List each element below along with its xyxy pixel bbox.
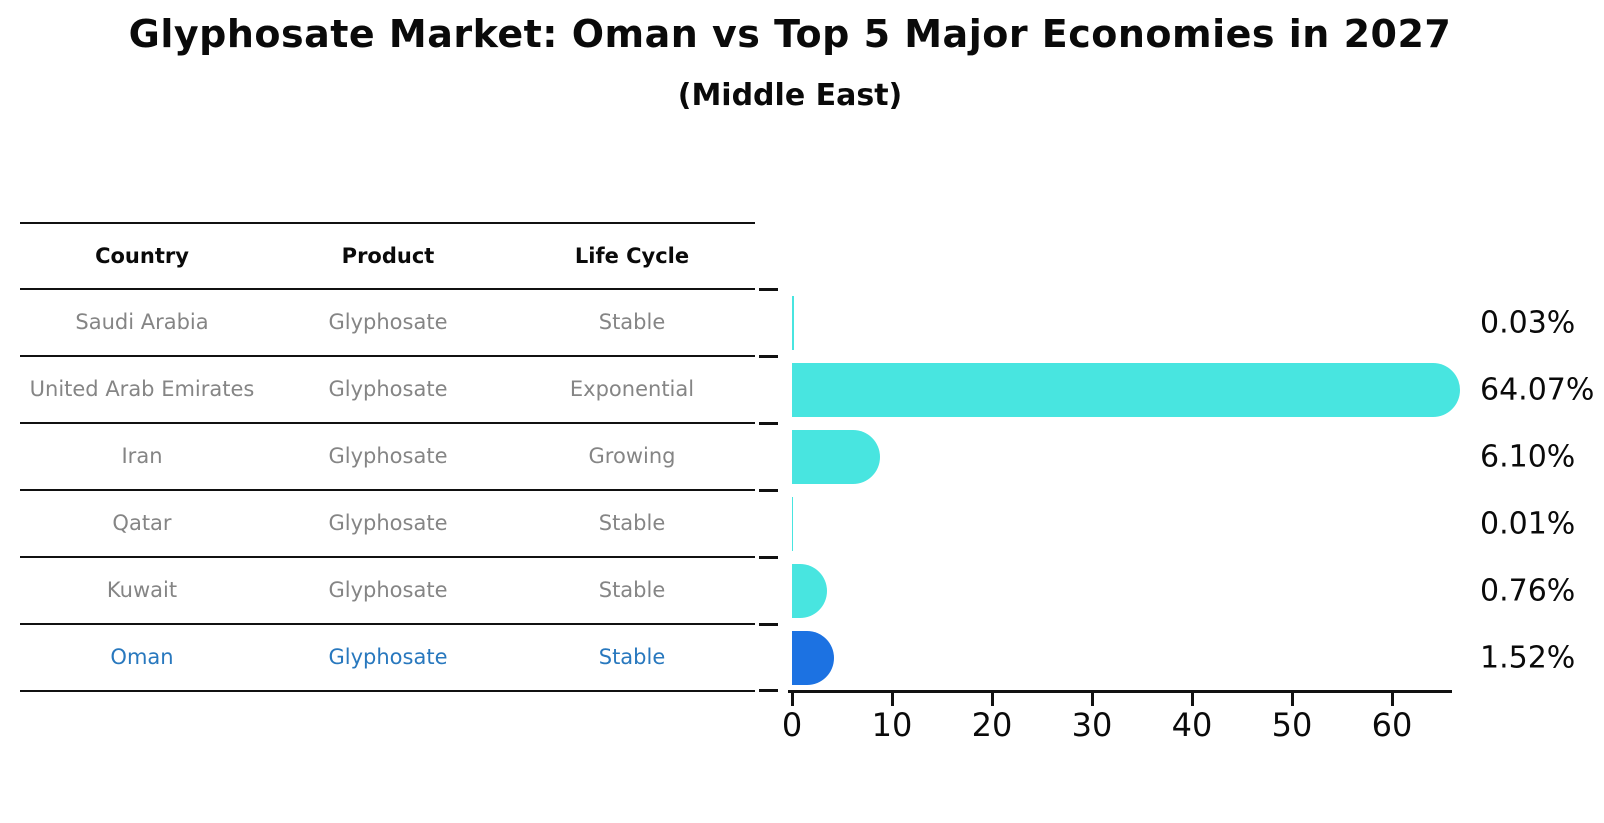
- table-header-country: Country: [95, 244, 189, 268]
- table-cell-life-cycle: Stable: [598, 645, 666, 669]
- table-header-row: Country Product Life Cycle: [20, 223, 755, 289]
- bar-value-label: 1.52%: [1480, 640, 1576, 676]
- table-cell-country: Kuwait: [106, 578, 178, 602]
- x-axis-tick-label: 60: [1371, 706, 1413, 744]
- table-rule: [20, 623, 755, 625]
- bar-saudi-arabia: [792, 296, 794, 350]
- bar-value-label: 0.03%: [1480, 305, 1576, 341]
- table-rule: [20, 556, 755, 558]
- table-cell-product: Glyphosate: [328, 578, 448, 602]
- chart-subtitle: (Middle East): [677, 78, 903, 113]
- table-header-life-cycle: Life Cycle: [574, 244, 690, 268]
- bar-value-label: 6.10%: [1480, 439, 1576, 475]
- x-axis-tick-label: 10: [871, 706, 913, 744]
- table-cell-country: United Arab Emirates: [29, 377, 255, 401]
- x-axis-tick: [891, 693, 894, 706]
- table-cell-life-cycle: Exponential: [569, 377, 695, 401]
- table-cell-product: Glyphosate: [328, 645, 448, 669]
- x-axis-tick: [1391, 693, 1394, 706]
- y-axis-tick: [759, 556, 778, 559]
- x-axis-tick: [1191, 693, 1194, 706]
- table-cell-country: Saudi Arabia: [75, 310, 209, 334]
- table-rule: [20, 489, 755, 491]
- table-cell-country: Oman: [110, 645, 174, 669]
- y-axis-tick: [759, 422, 778, 425]
- table-row-oman-highlight: Oman Glyphosate Stable: [20, 624, 755, 690]
- table-cell-product: Glyphosate: [328, 444, 448, 468]
- table-row: Iran Glyphosate Growing: [20, 423, 755, 489]
- table-row: Qatar Glyphosate Stable: [20, 490, 755, 556]
- y-axis-tick: [759, 489, 778, 492]
- table-cell-product: Glyphosate: [328, 377, 448, 401]
- table-rule: [20, 422, 755, 424]
- y-axis-tick: [759, 689, 778, 692]
- bar-value-label: 64.07%: [1480, 372, 1595, 408]
- x-axis-tick: [991, 693, 994, 706]
- chart-title: Glyphosate Market: Oman vs Top 5 Major E…: [128, 12, 1452, 56]
- table-rule: [20, 355, 755, 357]
- table-rule: [20, 690, 755, 692]
- table-cell-life-cycle: Stable: [598, 578, 666, 602]
- x-axis-tick-label: 40: [1171, 706, 1213, 744]
- x-axis-tick: [791, 693, 794, 706]
- x-axis-tick-label: 0: [781, 706, 803, 744]
- bar-united-arab-emirates: [792, 363, 1460, 417]
- table-row: Kuwait Glyphosate Stable: [20, 557, 755, 623]
- x-axis-tick-label: 20: [971, 706, 1013, 744]
- table-header-product: Product: [341, 244, 435, 268]
- x-axis-tick: [1291, 693, 1294, 706]
- bar-iran: [792, 430, 880, 484]
- bar-kuwait: [792, 564, 827, 618]
- table-cell-product: Glyphosate: [328, 511, 448, 535]
- y-axis-tick: [759, 355, 778, 358]
- table-cell-country: Iran: [121, 444, 163, 468]
- table-cell-life-cycle: Stable: [598, 511, 666, 535]
- bar-qatar: [792, 497, 793, 551]
- table-rule: [20, 222, 755, 224]
- x-axis-tick: [1091, 693, 1094, 706]
- y-axis-tick: [759, 623, 778, 626]
- bar-value-label: 0.76%: [1480, 573, 1576, 609]
- y-axis-tick: [759, 288, 778, 291]
- x-axis-tick-label: 30: [1071, 706, 1113, 744]
- x-axis-line: [788, 690, 1452, 693]
- table-cell-life-cycle: Stable: [598, 310, 666, 334]
- table-rule: [20, 288, 755, 290]
- table-cell-life-cycle: Growing: [588, 444, 676, 468]
- table-cell-product: Glyphosate: [328, 310, 448, 334]
- bar-oman: [792, 631, 835, 685]
- table-row: Saudi Arabia Glyphosate Stable: [20, 289, 755, 355]
- table-row: United Arab Emirates Glyphosate Exponent…: [20, 356, 755, 422]
- table-cell-country: Qatar: [112, 511, 172, 535]
- bar-value-label: 0.01%: [1480, 506, 1576, 542]
- x-axis-tick-label: 50: [1271, 706, 1313, 744]
